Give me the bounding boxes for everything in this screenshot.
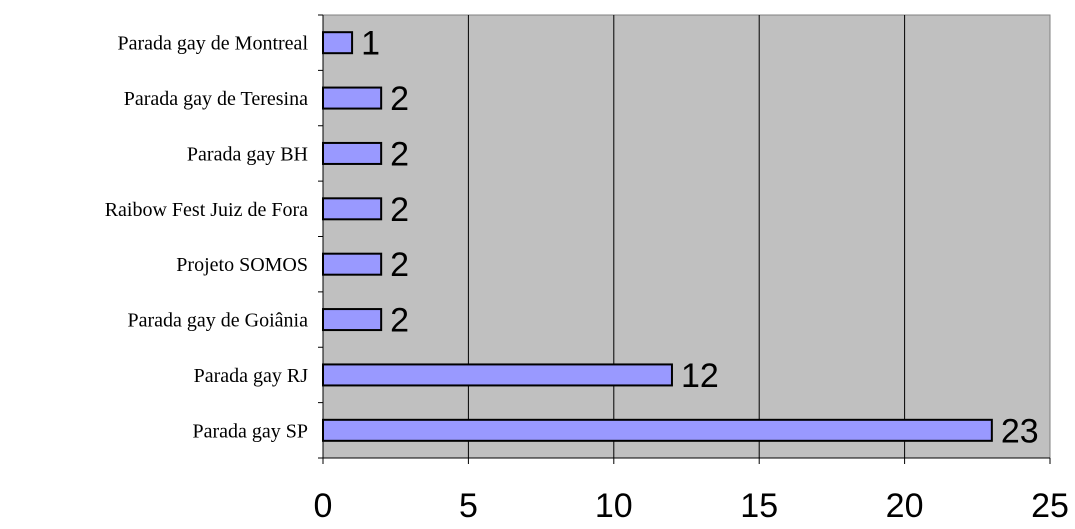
data-label: 2 bbox=[390, 246, 409, 284]
bar bbox=[322, 418, 993, 442]
axes bbox=[318, 14, 1051, 464]
bar bbox=[322, 252, 383, 276]
bar bbox=[322, 31, 354, 55]
x-tick-label: 10 bbox=[595, 487, 633, 525]
category-label: Projeto SOMOS bbox=[176, 254, 308, 276]
data-label: 12 bbox=[681, 357, 719, 395]
category-label: Parada gay BH bbox=[187, 143, 308, 165]
bars bbox=[322, 31, 993, 442]
category-label: Parada gay de Montreal bbox=[118, 33, 309, 55]
x-tick-label: 25 bbox=[1031, 487, 1069, 525]
bar bbox=[322, 363, 673, 387]
data-label: 23 bbox=[1001, 412, 1039, 450]
x-tick-labels: 0 5 10 15 20 25 bbox=[314, 487, 1069, 525]
category-label: Parada gay de Teresina bbox=[124, 88, 308, 110]
data-label: 2 bbox=[390, 302, 409, 340]
bar bbox=[322, 141, 383, 165]
category-label: Parada gay RJ bbox=[194, 365, 309, 387]
category-labels: Parada gay de Montreal Parada gay de Tere… bbox=[105, 33, 309, 443]
data-label: 2 bbox=[390, 191, 409, 229]
bar bbox=[322, 86, 383, 110]
x-tick-label: 0 bbox=[314, 487, 333, 525]
data-label: 2 bbox=[390, 135, 409, 173]
x-tick-label: 5 bbox=[459, 487, 478, 525]
bar bbox=[322, 308, 383, 332]
x-tick-label: 20 bbox=[886, 487, 924, 525]
category-label: Parada gay SP bbox=[192, 420, 308, 442]
bar bbox=[322, 197, 383, 221]
x-tick-label: 15 bbox=[740, 487, 778, 525]
category-label: Parada gay de Goiânia bbox=[128, 310, 309, 332]
data-label: 2 bbox=[390, 80, 409, 118]
data-label: 1 bbox=[361, 25, 380, 63]
category-label: Raibow Fest Juiz de Fora bbox=[105, 199, 308, 221]
